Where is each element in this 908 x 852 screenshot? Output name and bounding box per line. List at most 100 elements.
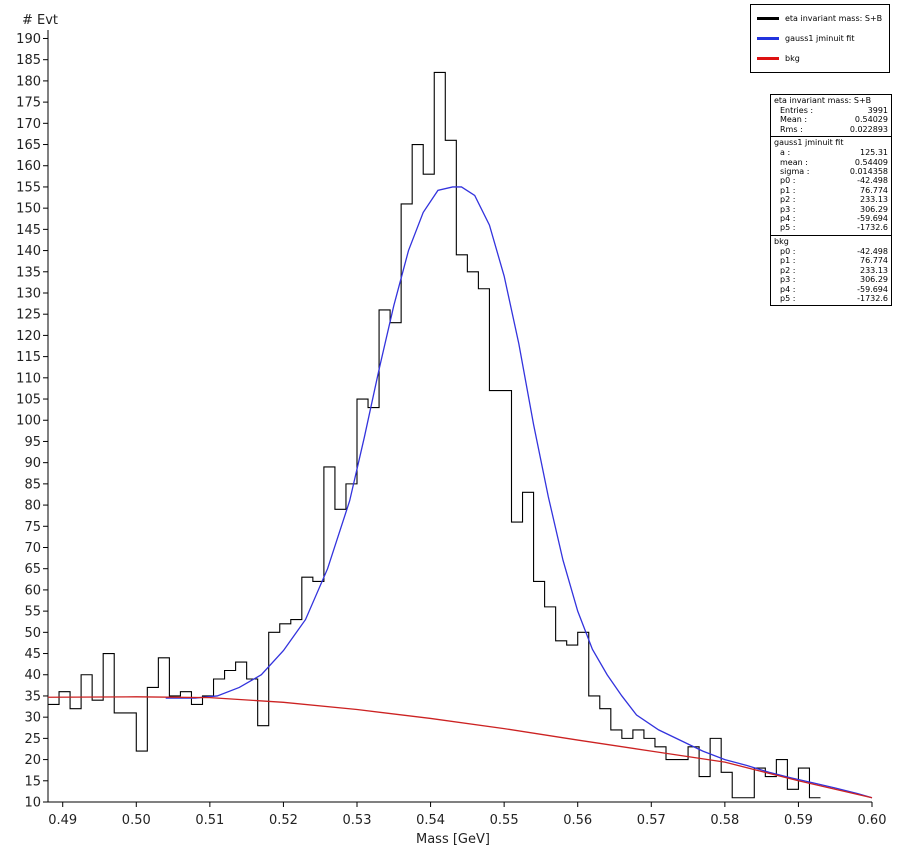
stats-key: p0 : bbox=[780, 246, 796, 256]
stats-key: Entries : bbox=[780, 106, 814, 115]
stats-value: -1732.6 bbox=[857, 293, 888, 303]
y-tick-label: 150 bbox=[16, 202, 41, 217]
y-tick-label: 190 bbox=[16, 32, 41, 47]
stats-value: 306.29 bbox=[860, 204, 888, 214]
y-tick-label: 25 bbox=[24, 732, 41, 747]
stats-key: Mean : bbox=[780, 115, 808, 125]
y-tick-label: 140 bbox=[16, 244, 41, 259]
stats-value: 125.31 bbox=[860, 148, 888, 158]
y-tick-label: 35 bbox=[24, 689, 41, 704]
stats-title: eta invariant mass: S+B bbox=[774, 96, 872, 105]
stats-value: 0.022893 bbox=[849, 124, 888, 134]
x-tick-label: 0.53 bbox=[343, 813, 372, 828]
y-tick-label: 145 bbox=[16, 223, 41, 238]
y-tick-label: 130 bbox=[16, 286, 41, 301]
y-tick-label: 50 bbox=[24, 626, 41, 641]
stats-key: p3 : bbox=[780, 275, 796, 285]
legend-item: eta invariant mass: S+B bbox=[757, 11, 882, 25]
histogram-line bbox=[48, 71, 821, 799]
legend-swatch bbox=[757, 56, 779, 60]
axes: 10 15 20 25 30 35 40 45 50 55 60 65 70 75 80 85 90 95 100 1… bbox=[16, 30, 886, 828]
stats-value: -42.498 bbox=[857, 176, 888, 186]
x-tick-label: 0.60 bbox=[858, 813, 887, 828]
x-axis-title: Mass [GeV] bbox=[416, 832, 490, 847]
stats-row: p2 : 233.13 bbox=[774, 195, 888, 204]
legend-label: eta invariant mass: S+B bbox=[785, 13, 883, 23]
stats-row: p3 : 306.29 bbox=[774, 205, 888, 214]
legend: eta invariant mass: S+B gauss1 jminuit fi… bbox=[750, 4, 890, 73]
y-tick-label: 180 bbox=[16, 74, 41, 89]
legend-label: bkg bbox=[785, 53, 800, 63]
stats-value: 3991 bbox=[867, 106, 888, 115]
y-tick-label: 110 bbox=[16, 371, 41, 386]
stats-row: p2 : 233.13 bbox=[774, 266, 888, 275]
x-tick-label: 0.56 bbox=[563, 813, 592, 828]
background-curve bbox=[47, 696, 873, 799]
legend-swatch bbox=[757, 36, 779, 40]
stats-row: Entries : 3991 bbox=[774, 106, 888, 115]
stats-key: sigma : bbox=[780, 167, 810, 177]
y-tick-label: 115 bbox=[16, 350, 41, 365]
y-tick-label: 100 bbox=[16, 414, 41, 429]
stats-key: p4 : bbox=[780, 214, 796, 224]
y-tick-label: 175 bbox=[16, 96, 41, 111]
y-tick-label: 185 bbox=[16, 53, 41, 68]
fit-curve bbox=[165, 186, 873, 799]
stats-box: eta invariant mass: S+B Entries : 3991 Mean… bbox=[770, 94, 892, 307]
y-tick-label: 80 bbox=[24, 499, 41, 514]
stats-value: 76.774 bbox=[860, 185, 888, 195]
y-tick-label: 40 bbox=[24, 668, 41, 683]
stats-title: bkg bbox=[774, 236, 789, 246]
legend-item: bkg bbox=[757, 51, 800, 65]
y-tick-label: 155 bbox=[16, 180, 41, 195]
stats-row: p1 : 76.774 bbox=[774, 186, 888, 195]
y-tick-label: 30 bbox=[24, 711, 41, 726]
stats-row: p0 : -42.498 bbox=[774, 247, 888, 256]
stats-key: p1 : bbox=[780, 185, 796, 195]
x-tick-label: 0.59 bbox=[784, 813, 813, 828]
legend-label: gauss1 jminuit fit bbox=[785, 33, 855, 43]
stats-key: mean : bbox=[780, 157, 808, 167]
x-tick-label: 0.50 bbox=[122, 813, 151, 828]
stats-section: eta invariant mass: S+B Entries : 3991 Mean… bbox=[771, 95, 891, 138]
stats-row: p4 : -59.694 bbox=[774, 214, 888, 223]
stats-value: 233.13 bbox=[860, 195, 888, 205]
stats-row: p0 : -42.498 bbox=[774, 176, 888, 185]
stats-key: p4 : bbox=[780, 284, 796, 294]
legend-item: gauss1 jminuit fit bbox=[757, 31, 854, 45]
stats-value: -1732.6 bbox=[857, 223, 888, 233]
stats-row: mean : 0.54409 bbox=[774, 158, 888, 167]
stats-key: p5 : bbox=[780, 223, 796, 233]
y-tick-label: 120 bbox=[16, 329, 41, 344]
stats-title: gauss1 jminuit fit bbox=[774, 138, 844, 148]
y-tick-label: 165 bbox=[16, 138, 41, 153]
y-tick-label: 160 bbox=[16, 159, 41, 174]
stats-value: 233.13 bbox=[860, 265, 888, 275]
stats-section: bkg p0 : -42.498 p1 : 76.774 p2 : 233.13 p3 : 30… bbox=[771, 236, 891, 305]
stats-value: 0.54029 bbox=[854, 115, 888, 125]
x-tick-label: 0.51 bbox=[195, 813, 224, 828]
y-tick-label: 60 bbox=[24, 583, 41, 598]
stats-row: a : 125.31 bbox=[774, 148, 888, 157]
y-tick-label: 135 bbox=[16, 265, 41, 280]
stats-section: gauss1 jminuit fit a : 125.31 mean : 0.54409… bbox=[771, 137, 891, 236]
y-tick-label: 15 bbox=[24, 774, 41, 789]
stats-key: a : bbox=[780, 148, 791, 158]
stats-value: 306.29 bbox=[860, 275, 888, 285]
y-tick-label: 45 bbox=[24, 647, 41, 662]
y-tick-label: 75 bbox=[24, 520, 41, 535]
stats-key: p3 : bbox=[780, 204, 796, 214]
stats-row: p5 : -1732.6 bbox=[774, 294, 888, 303]
x-tick-label: 0.49 bbox=[48, 813, 77, 828]
stats-row: p5 : -1732.6 bbox=[774, 223, 888, 232]
x-tick-label: 0.52 bbox=[269, 813, 298, 828]
stats-value: -42.498 bbox=[857, 246, 888, 256]
histogram-series bbox=[48, 71, 821, 799]
stats-key: Rms : bbox=[780, 124, 803, 134]
stats-key: p2 : bbox=[780, 265, 796, 275]
stats-value: -59.694 bbox=[857, 214, 888, 224]
y-tick-label: 65 bbox=[24, 562, 41, 577]
stats-value: -59.694 bbox=[857, 284, 888, 294]
stats-row: Rms : 0.022893 bbox=[774, 125, 888, 134]
